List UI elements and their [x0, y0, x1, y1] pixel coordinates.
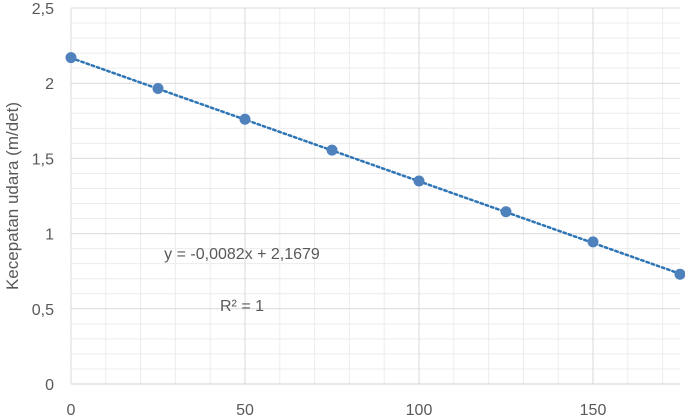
y-tick-label: 1 — [45, 227, 54, 244]
y-tick-label: 0 — [45, 377, 54, 394]
data-point — [152, 82, 164, 94]
axes — [70, 8, 680, 385]
trendline-group — [69, 56, 682, 276]
x-tick-label: 150 — [580, 402, 607, 418]
data-point — [326, 144, 338, 156]
trendline-equation: y = -0,0082x + 2,1679 — [164, 246, 320, 263]
x-tick-labels: 0 50 100 150 — [67, 402, 607, 418]
major-gridlines — [71, 7, 680, 384]
minor-gridlines — [71, 8, 680, 384]
y-axis-label: Kecepatan udara (m/det) — [3, 102, 22, 290]
data-point — [587, 236, 599, 248]
x-tick-label: 0 — [67, 402, 76, 418]
y-tick-label: 1,5 — [32, 151, 54, 168]
y-tick-label: 0,5 — [32, 302, 54, 319]
data-point — [500, 206, 512, 218]
trendline-r-squared: R² = 1 — [220, 298, 264, 315]
y-tick-label: 2 — [45, 76, 54, 93]
data-point — [674, 268, 685, 280]
data-point — [65, 52, 77, 64]
y-tick-labels: 0 0,5 1 1,5 2 2,5 — [32, 1, 54, 394]
y-tick-label: 2,5 — [32, 1, 54, 18]
data-point — [413, 175, 425, 187]
data-point — [239, 113, 251, 125]
x-tick-label: 100 — [406, 402, 433, 418]
x-tick-label: 50 — [236, 402, 254, 418]
data-points — [65, 52, 685, 280]
trendline — [69, 56, 682, 276]
